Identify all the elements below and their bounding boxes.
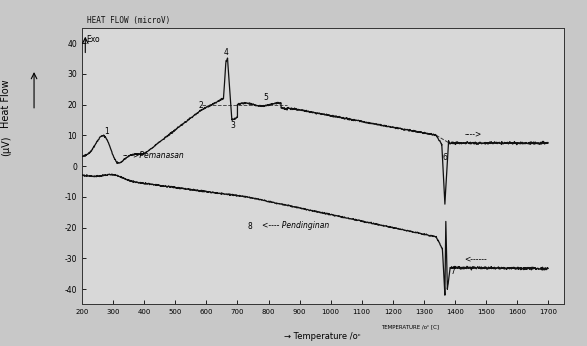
Text: HEAT FLOW (microV): HEAT FLOW (microV)	[87, 16, 170, 25]
Text: ---->Pemanasan: ---->Pemanasan	[123, 152, 184, 161]
Text: 1: 1	[104, 127, 109, 136]
Text: 5: 5	[263, 93, 268, 102]
Text: Exo: Exo	[86, 36, 100, 45]
Text: (μV): (μV)	[1, 135, 11, 156]
Text: 4: 4	[223, 48, 228, 57]
Text: → Temperature /oᶜ: → Temperature /oᶜ	[285, 332, 361, 341]
Text: 2: 2	[199, 101, 204, 110]
Text: <------: <------	[464, 254, 487, 263]
Text: <---- Pendinginan: <---- Pendinginan	[262, 221, 329, 230]
Text: 6: 6	[443, 153, 447, 162]
Text: Heat Flow: Heat Flow	[1, 80, 11, 128]
Text: TEMPERATURE /oᶜ [C]: TEMPERATURE /oᶜ [C]	[380, 324, 438, 329]
Text: 8: 8	[248, 222, 252, 231]
Text: 3: 3	[230, 121, 235, 130]
Text: 7: 7	[450, 267, 455, 276]
Text: ---->: ---->	[464, 130, 481, 139]
